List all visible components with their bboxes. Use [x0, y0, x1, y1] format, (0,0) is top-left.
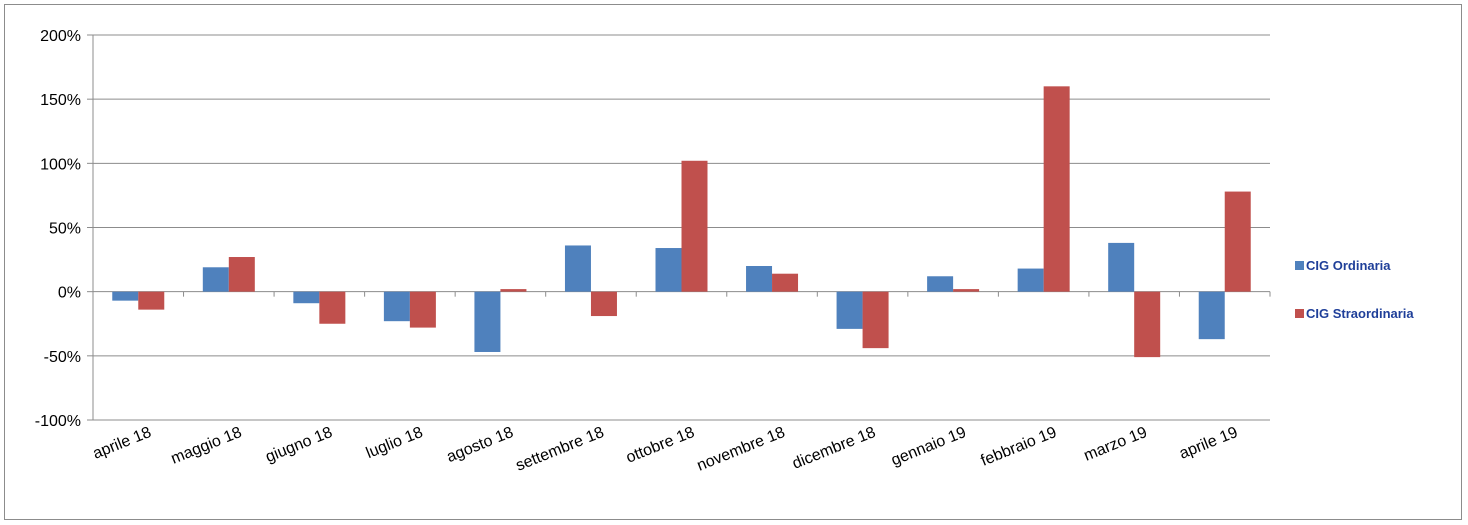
bar-cig-ordinaria: [1108, 242, 1135, 292]
bar-cig-straordinaria: [681, 160, 708, 292]
legend-swatch: [1295, 261, 1304, 270]
y-tick-label: 150%: [40, 92, 81, 109]
x-tick-label: giugno 18: [263, 424, 335, 466]
bar-cig-ordinaria: [927, 276, 954, 292]
bar-cig-straordinaria: [500, 289, 527, 292]
bar-cig-straordinaria: [772, 273, 799, 292]
legend-swatch: [1295, 309, 1304, 318]
bar-cig-ordinaria: [293, 291, 320, 304]
x-tick-label: settembre 18: [514, 424, 607, 475]
x-tick-label: febbraio 19: [979, 424, 1060, 470]
y-tick-label: 50%: [49, 221, 81, 238]
x-tick-label: dicembre 18: [790, 424, 878, 473]
x-tick-label: maggio 18: [169, 424, 245, 468]
x-tick-label: marzo 19: [1081, 424, 1149, 465]
bar-cig-ordinaria: [1017, 268, 1044, 292]
legend-label: CIG Straordinaria: [1306, 306, 1414, 321]
x-tick-labels: aprile 18 maggio 18 giugno 18 luglio 18 agos…: [90, 424, 1240, 475]
bar-cig-straordinaria: [862, 291, 889, 349]
bar-cig-ordinaria: [655, 248, 682, 292]
bar-cig-straordinaria: [1134, 291, 1161, 358]
x-tick-label: luglio 18: [364, 424, 426, 462]
y-tick-label: 100%: [40, 156, 81, 173]
bars: [112, 86, 1251, 358]
x-tick-label: aprile 19: [1177, 424, 1240, 463]
bar-cig-straordinaria: [953, 289, 980, 292]
y-tick-label: -50%: [44, 349, 81, 366]
bar-cig-straordinaria: [409, 291, 436, 328]
legend: CIG Ordinaria CIG Straordinaria: [1295, 258, 1414, 321]
bar-cig-straordinaria: [319, 291, 346, 324]
axes: [87, 34, 1271, 421]
y-tick-label: -100%: [35, 413, 81, 430]
bar-cig-ordinaria: [564, 245, 591, 292]
bar-cig-ordinaria: [474, 291, 501, 352]
x-tick-label: agosto 18: [444, 424, 516, 466]
bar-cig-ordinaria: [383, 291, 410, 322]
bar-cig-straordinaria: [1224, 191, 1251, 292]
bar-cig-ordinaria: [202, 267, 229, 292]
x-tick-label: ottobre 18: [624, 424, 697, 467]
legend-label: CIG Ordinaria: [1306, 258, 1391, 273]
y-tick-label: 200%: [40, 28, 81, 45]
y-tick-label: 0%: [58, 285, 81, 302]
bar-cig-ordinaria: [112, 291, 139, 301]
y-tick-labels: -100% -50% 0% 50% 100% 150% 200%: [35, 28, 81, 430]
bar-cig-ordinaria: [746, 266, 773, 292]
x-tick-label: gennaio 19: [889, 424, 969, 469]
bar-cig-straordinaria: [228, 257, 255, 292]
bar-cig-straordinaria: [138, 291, 165, 310]
bar-cig-straordinaria: [1043, 86, 1070, 292]
x-tick-label: novembre 18: [695, 424, 788, 475]
bar-cig-ordinaria: [836, 291, 863, 329]
bar-cig-ordinaria: [1198, 291, 1225, 340]
x-tick-label: aprile 18: [90, 424, 153, 463]
bar-cig-straordinaria: [590, 291, 617, 317]
